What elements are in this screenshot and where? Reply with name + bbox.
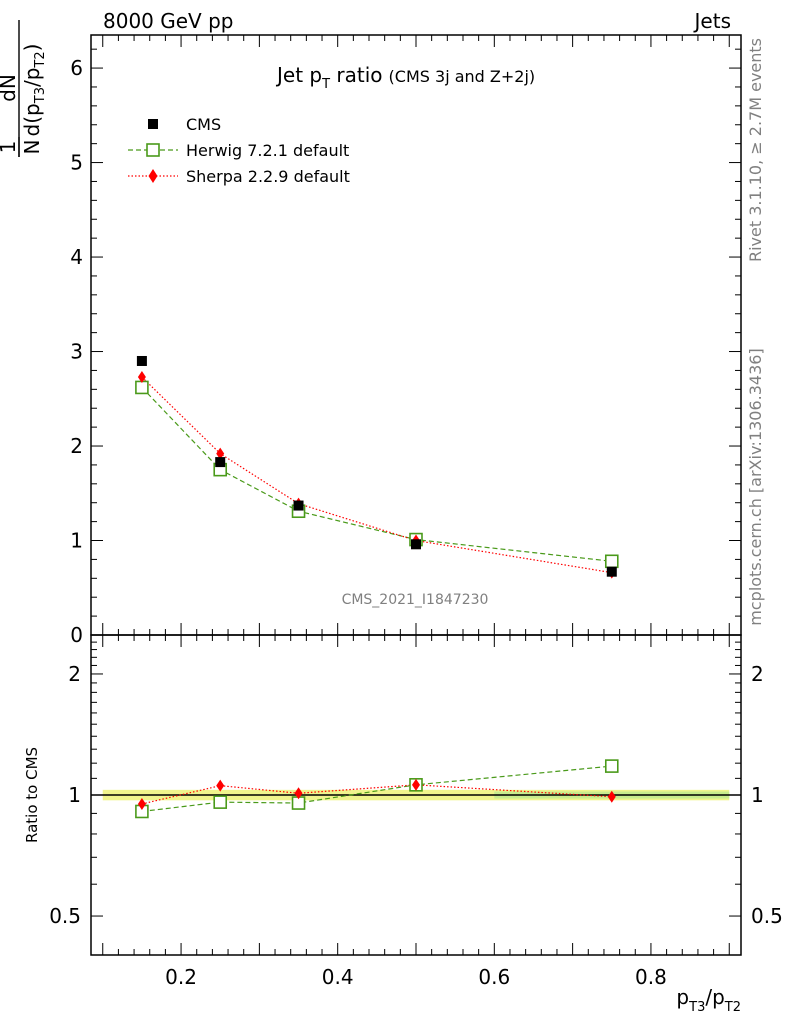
ratio-point-herwig-7-2-1-default bbox=[213, 795, 228, 809]
ratio-y-tick-label: 0.5 bbox=[49, 904, 81, 928]
main-y-tick-label: 1 bbox=[70, 529, 83, 553]
legend-entry-herwig: Herwig 7.2.1 default bbox=[128, 141, 349, 160]
main-point-sherpa-2-2-9-default bbox=[216, 447, 225, 460]
ratio-point-sherpa-2-2-9-default bbox=[412, 778, 420, 791]
legend: CMS Herwig 7.2.1 default Sherpa 2.2.9 de… bbox=[128, 115, 350, 186]
main-y-tick-label: 4 bbox=[70, 245, 83, 269]
legend-entry-cms: CMS bbox=[148, 115, 221, 134]
ratio-y-ticks: 0.5 0.5 1 1 2 2 bbox=[49, 641, 783, 928]
ylabel-n: N bbox=[20, 140, 44, 155]
main-series-lines bbox=[141, 376, 612, 574]
legend-marker-herwig bbox=[146, 143, 160, 157]
ratio-line-herwig-7-2-1-default bbox=[141, 765, 612, 813]
main-point-herwig-7-2-1-default bbox=[604, 554, 619, 569]
main-point-cms bbox=[411, 539, 421, 550]
legend-label-sherpa: Sherpa 2.2.9 default bbox=[186, 167, 350, 186]
plot-title: Jet pT ratio (CMS 3j and Z+2j) bbox=[275, 63, 535, 92]
main-y-tick-label: 6 bbox=[70, 56, 83, 80]
ratio-series-lines bbox=[141, 765, 612, 813]
main-y-ticks: 0 1 2 3 4 5 6 bbox=[70, 48, 741, 647]
ratio-y-tick-label: 2 bbox=[68, 662, 81, 686]
header-right: Jets bbox=[693, 9, 731, 33]
x-tick-label: 0.6 bbox=[478, 965, 510, 989]
main-y-axis-label: 1 N dN d(pT3/pT2) bbox=[0, 20, 48, 157]
mcplots-source-text: mcplots.cern.ch [arXiv:1306.3436] bbox=[746, 348, 765, 625]
ratio-y-tick-label: 1 bbox=[68, 783, 81, 807]
main-y-tick-label: 5 bbox=[70, 151, 83, 175]
ratio-x-ticks: 0.2 0.4 0.6 0.8 bbox=[102, 635, 730, 989]
main-data-points bbox=[135, 355, 619, 579]
ylabel-one: 1 bbox=[0, 141, 20, 154]
main-point-herwig-7-2-1-default bbox=[135, 380, 149, 395]
x-tick-label: 0.2 bbox=[165, 965, 197, 989]
main-x-ticks bbox=[102, 35, 730, 635]
ratio-y-tick-label-right: 0.5 bbox=[751, 904, 783, 928]
ratio-point-sherpa-2-2-9-default bbox=[216, 779, 225, 792]
x-tick-label: 0.8 bbox=[635, 965, 667, 989]
legend-label-herwig: Herwig 7.2.1 default bbox=[186, 141, 349, 160]
main-y-tick-label: 0 bbox=[70, 623, 83, 647]
ratio-data-points bbox=[135, 759, 619, 819]
x-axis-label: pT3/pT2 bbox=[676, 985, 741, 1015]
main-point-cms bbox=[215, 457, 226, 468]
main-y-tick-label: 2 bbox=[70, 434, 83, 458]
ratio-point-sherpa-2-2-9-default bbox=[294, 787, 303, 800]
x-tick-label: 0.4 bbox=[322, 965, 354, 989]
ratio-y-tick-label-right: 1 bbox=[751, 783, 764, 807]
ratio-point-sherpa-2-2-9-default bbox=[137, 797, 146, 810]
header-left: 8000 GeV pp bbox=[103, 9, 234, 33]
ylabel-dn: dN bbox=[0, 74, 20, 102]
ratio-point-sherpa-2-2-9-default bbox=[607, 790, 616, 803]
main-point-cms bbox=[136, 355, 147, 366]
legend-label-cms: CMS bbox=[186, 115, 221, 134]
main-line-sherpa-2-2-9-default bbox=[141, 376, 612, 574]
main-point-cms bbox=[606, 566, 617, 577]
ylabel-denominator: d(pT3/pT2) bbox=[20, 44, 48, 137]
ratio-line-sherpa-2-2-9-default bbox=[141, 784, 612, 805]
ratio-y-axis-label: Ratio to CMS bbox=[23, 747, 41, 843]
main-point-cms bbox=[293, 500, 304, 511]
ratio-y-tick-label-right: 2 bbox=[751, 662, 764, 686]
main-point-sherpa-2-2-9-default bbox=[137, 371, 146, 384]
legend-entry-sherpa: Sherpa 2.2.9 default bbox=[128, 167, 350, 186]
rivet-version-text: Rivet 3.1.10, ≥ 2.7M events bbox=[746, 38, 765, 262]
legend-marker-sherpa bbox=[148, 169, 158, 183]
main-line-herwig-7-2-1-default bbox=[141, 387, 612, 562]
ratio-point-herwig-7-2-1-default bbox=[604, 759, 619, 773]
analysis-watermark: CMS_2021_I1847230 bbox=[342, 592, 489, 608]
main-y-tick-label: 3 bbox=[70, 340, 83, 364]
legend-marker-cms bbox=[148, 119, 158, 129]
